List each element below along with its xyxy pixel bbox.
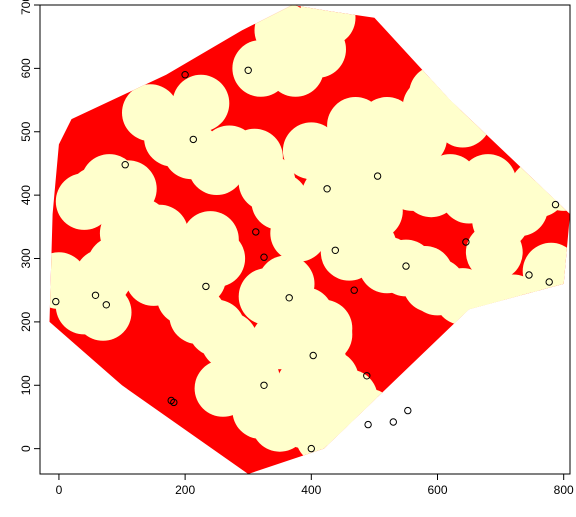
data-point-24 — [404, 406, 412, 415]
x-tick-label-1: 200 — [175, 483, 195, 497]
data-point-23 — [402, 262, 410, 270]
y-tick-label-0: 0 — [19, 445, 33, 452]
disc-96 — [282, 122, 340, 180]
data-points — [52, 66, 560, 453]
disc-77 — [251, 312, 309, 370]
data-point-27 — [545, 278, 553, 286]
data-point-11 — [260, 381, 268, 389]
x-axis: 0 200 400 600 800 — [56, 474, 574, 497]
data-point-10 — [252, 228, 260, 236]
data-point-18 — [350, 286, 358, 294]
y-axis: 0 100 200 300 400 500 600 700 — [19, 0, 40, 452]
y-tick-label-7: 700 — [19, 0, 33, 15]
disc-48 — [465, 223, 523, 281]
data-point-13 — [285, 294, 293, 302]
data-point-14 — [309, 351, 317, 360]
data-point-12 — [260, 253, 268, 261]
y-tick-label-2: 200 — [19, 312, 33, 332]
data-point-26 — [525, 271, 533, 279]
disc-99 — [383, 141, 441, 199]
data-point-16 — [323, 185, 331, 193]
y-tick-label-5: 500 — [19, 121, 33, 141]
disc-25 — [298, 5, 356, 47]
x-tick-label-2: 400 — [301, 483, 321, 497]
data-point-25 — [462, 238, 470, 246]
data-point-20 — [364, 420, 372, 429]
data-point-28 — [551, 200, 560, 209]
data-point-3 — [121, 161, 129, 169]
data-point-19 — [363, 372, 371, 380]
disc-17 — [172, 74, 230, 132]
disc-87 — [459, 154, 517, 211]
data-point-2 — [102, 301, 111, 309]
data-point-9 — [244, 66, 252, 75]
disc-76 — [194, 360, 252, 417]
data-point-17 — [331, 246, 339, 255]
data-point-15 — [307, 444, 315, 453]
plot-frame — [39, 4, 571, 475]
data-point-0 — [52, 297, 60, 306]
x-tick-label-3: 600 — [427, 483, 447, 497]
y-tick-label-3: 300 — [19, 248, 33, 268]
y-tick-label-4: 400 — [19, 185, 33, 205]
disc-78 — [276, 356, 334, 414]
data-point-21 — [373, 172, 382, 180]
data-point-22 — [389, 418, 397, 426]
x-tick-label-4: 800 — [554, 483, 574, 497]
disc-79 — [295, 306, 353, 363]
data-point-5 — [170, 398, 178, 407]
data-point-7 — [189, 135, 198, 144]
x-tick-label-0: 0 — [56, 483, 63, 497]
data-point-6 — [181, 71, 189, 79]
data-point-1 — [91, 291, 100, 299]
data-point-8 — [202, 282, 210, 291]
y-tick-label-1: 100 — [19, 375, 33, 395]
y-tick-label-6: 600 — [19, 58, 33, 78]
disc-13 — [74, 249, 132, 306]
